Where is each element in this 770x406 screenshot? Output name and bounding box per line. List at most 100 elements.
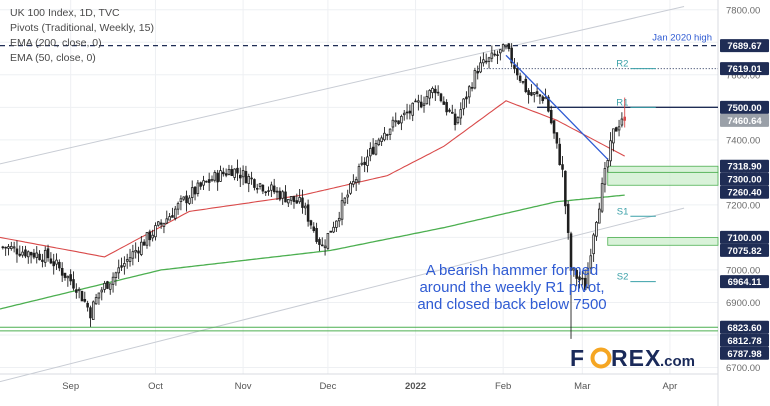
candle-body [241,170,245,178]
candle-body [199,182,202,187]
candle-body [272,185,276,193]
price-tag-label: 7318.90 [727,162,761,173]
candle-body [592,234,595,255]
candle-body [589,255,593,269]
candle-body [337,217,341,222]
price-tag-label: 7300.00 [727,175,761,186]
candle-body [448,109,451,112]
candle-body [267,190,270,192]
candle-body [287,199,290,204]
candle-body [595,221,598,237]
candle-body [111,276,115,285]
price-tag-label: 7260.40 [727,188,761,199]
candle-body [148,231,152,241]
candle-body [442,101,446,105]
candle-body [173,208,177,219]
candle-body [261,184,265,192]
candle-body [222,171,225,175]
price-tag-label: 7460.64 [727,116,762,127]
candle-body [516,68,519,76]
candle-body [309,220,313,226]
candle-body [383,132,386,141]
candle-body [86,302,89,308]
x-tick-label: Oct [148,381,163,392]
candle-body [289,196,293,201]
price-tag [720,159,769,173]
price-channel [0,6,685,383]
price-tags: 7689.67 7619.01 7500.00 7460.64 7318.90 7300.… [720,39,769,360]
candle-body [7,246,10,249]
candle-body [55,259,58,265]
candle-body [18,253,22,256]
pivot-label-s1: S1 [617,206,629,217]
candle-body [176,203,180,210]
candle-body [301,197,304,208]
candle-body [21,251,24,256]
candle-body [402,112,406,116]
ema50-line [0,100,625,258]
y-tick-label: 6700.00 [726,363,760,374]
candle-body [549,110,553,124]
price-tag-label: 6812.78 [727,336,761,347]
candle-body [566,203,570,233]
candle-body [326,233,330,249]
candle-body [366,156,369,166]
candle-body [575,270,578,279]
logo-text-rex: REX [611,345,661,371]
candle-body [343,197,347,204]
candle-body [363,161,366,166]
candle-body [108,283,112,290]
logo-text-com: .com [660,353,695,370]
candle-body [123,263,126,267]
candlesticks [1,42,626,339]
price-tag-label: 7689.67 [727,41,761,52]
candle-body [120,265,123,268]
channel-lower-line [0,207,685,383]
candle-body [131,251,135,259]
candle-body [298,197,301,203]
candle-body [400,115,403,124]
candle-body [346,194,349,198]
candle-body [603,168,607,185]
price-tag [720,113,769,127]
candle-body [117,267,121,274]
candle-body [518,75,522,82]
legend-ema50: EMA (50, close, 0) [10,52,96,64]
candle-body [609,140,612,162]
candle-body [207,179,211,183]
candle-body [620,118,624,126]
candle-body [493,53,496,56]
candle-body [419,101,423,108]
x-tick-label: Dec [319,381,336,392]
candle-body [600,183,604,212]
candle-body [151,234,154,239]
candle-body [258,183,262,187]
candle-body [134,249,137,253]
candle-body [434,88,437,94]
x-axis: Sep Oct Nov Dec 2022 Feb Mar Apr [62,381,677,392]
candle-body [397,120,400,125]
support-zone [607,171,719,186]
candle-body [306,204,310,222]
price-tag-label: 6787.98 [727,349,761,360]
candle-body [360,162,364,165]
candle-body [459,109,463,119]
logo-text-f: F [570,345,585,371]
candle-body [92,301,95,320]
candle-body [219,170,222,182]
annotation-line-1: A bearish hammer formed [426,262,599,279]
price-tag [720,185,769,199]
candle-body [213,172,217,181]
candle-body [230,169,234,177]
candle-body [473,70,477,89]
candle-body [456,117,460,124]
candle-body [465,96,468,100]
candle-body [323,245,327,249]
candle-body [35,252,39,258]
price-tag [720,100,769,114]
candle-body [264,191,267,194]
candle-body [292,195,296,202]
candle-body [354,179,358,184]
y-tick-label: 6900.00 [726,298,760,309]
